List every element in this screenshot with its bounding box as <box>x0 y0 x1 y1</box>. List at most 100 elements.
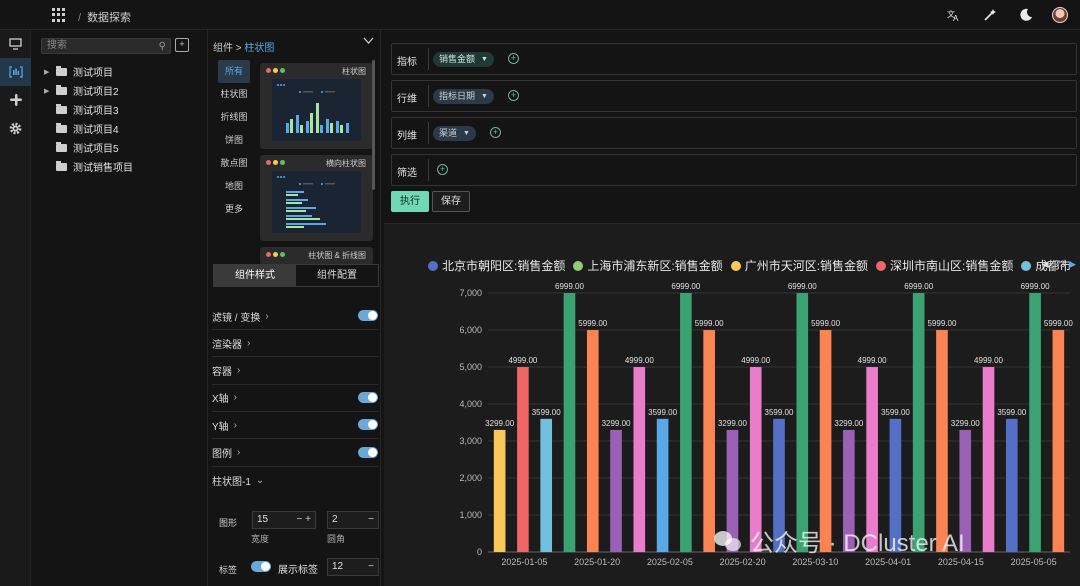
folder-add-icon[interactable]: + <box>175 38 189 52</box>
section-bar-series[interactable]: 柱状图-1 ⌄ <box>212 467 378 494</box>
legend-item[interactable]: 北京市朝阳区:销售金额 <box>428 257 565 274</box>
row-dimension-pill[interactable]: 指标日期 ▼ <box>433 89 494 104</box>
data-label: 4999.00 <box>741 356 770 365</box>
caret-right-icon[interactable]: ▶ <box>44 87 50 95</box>
x-tick-label: 2025-05-05 <box>1011 557 1057 567</box>
add-row-dimension-icon[interactable]: + <box>508 90 519 101</box>
tree-item[interactable]: 测试项目4 <box>44 119 133 138</box>
chevron-down-icon[interactable] <box>363 36 374 48</box>
section-toggle[interactable] <box>358 446 378 458</box>
chart-legend: 北京市朝阳区:销售金额 上海市浦东新区:销售金额 广州市天河区:销售金额 深圳市南山区… <box>428 257 1071 274</box>
chevron-right-icon: › <box>233 392 238 404</box>
show-label-toggle[interactable] <box>251 561 271 572</box>
add-col-dimension-icon[interactable]: + <box>490 127 501 138</box>
category-item[interactable]: 饼图 <box>224 135 243 145</box>
card-bar-line-chart[interactable]: 柱状图 & 折线图 <box>260 247 373 265</box>
stepper-minus-icon[interactable]: − <box>368 561 374 572</box>
col-dimension-pill[interactable]: 渠道 ▼ <box>433 126 476 141</box>
stepper-minus-icon[interactable]: − <box>368 514 374 525</box>
metric-label: 指标 <box>397 57 417 68</box>
data-label: 3599.00 <box>648 408 677 417</box>
tree-item[interactable]: ▶ 测试项目2 <box>44 81 133 100</box>
tab-component-style[interactable]: 组件样式 <box>214 265 296 286</box>
caret-right-icon[interactable]: ▶ <box>1069 259 1076 269</box>
stepper-minus-plus-icon[interactable]: − + <box>296 514 311 525</box>
data-label: 4999.00 <box>508 356 537 365</box>
col-dimension-row: 列维 渠道 ▼ + <box>391 117 1077 149</box>
legend-item[interactable]: 广州市天河区:销售金额 <box>730 257 868 274</box>
bar <box>703 330 715 552</box>
category-item[interactable]: 地图 <box>224 181 243 191</box>
scrollbar[interactable] <box>372 60 375 190</box>
bar <box>982 367 995 552</box>
magic-wand-icon[interactable] <box>980 5 1000 25</box>
bar <box>936 330 948 552</box>
data-label: 5999.00 <box>811 319 840 328</box>
legend-item[interactable]: 深圳市南山区:销售金额 <box>876 257 1013 274</box>
x-tick-label: 2025-03-10 <box>792 557 838 567</box>
legend-dot-icon <box>1021 260 1032 271</box>
search-icon: ⚲ <box>158 41 166 52</box>
tree-item[interactable]: 测试销售项目 <box>44 157 133 176</box>
gear-icon[interactable] <box>0 114 31 142</box>
tree-item[interactable]: 测试项目3 <box>44 100 133 119</box>
add-metric-icon[interactable]: + <box>508 53 519 64</box>
data-label: 3599.00 <box>997 408 1026 417</box>
data-label: 3299.00 <box>602 419 631 428</box>
section-label: X轴 <box>212 394 229 406</box>
save-button[interactable]: 保存 <box>432 191 470 212</box>
section-toggle[interactable] <box>358 419 378 431</box>
card-horizontal-bar-chart[interactable]: 横向柱状图 <box>260 155 373 241</box>
section-toggle[interactable] <box>358 391 378 403</box>
execute-button[interactable]: 执行 <box>391 191 429 212</box>
legend-label: 深圳市南山区:销售金额 <box>890 259 1014 273</box>
tab-component-config[interactable]: 组件配置 <box>317 270 357 281</box>
config-section[interactable]: 渲染器 › <box>212 330 378 358</box>
card-bar-chart[interactable]: 柱状图 <box>260 63 373 149</box>
bar <box>773 418 785 552</box>
section-toggle[interactable] <box>358 310 378 321</box>
project-tree-panel: 搜索 ⚲ + ▶ 测试项目 ▶ 测试项目2 测试项目3 测试项目4 测试项目5 测试销售项目 <box>32 30 208 586</box>
radius-stepper[interactable]: 2− <box>327 511 379 529</box>
category-item[interactable]: 更多 <box>224 204 243 214</box>
add-filter-icon[interactable]: + <box>437 164 448 175</box>
tree-item[interactable]: 测试项目5 <box>44 138 133 157</box>
caret-left-icon[interactable]: ◀ <box>1041 259 1049 269</box>
bar <box>586 330 599 552</box>
tree-item-label: 测试项目4 <box>73 125 119 136</box>
filter-label: 筛选 <box>397 168 417 179</box>
category-item[interactable]: 折线图 <box>220 112 248 122</box>
caret-right-icon[interactable]: ▶ <box>44 68 50 76</box>
data-label: 4999.00 <box>974 356 1003 365</box>
tree-item[interactable]: ▶ 测试项目 <box>44 62 133 81</box>
config-section[interactable]: 容器 › <box>212 358 378 385</box>
legend-item[interactable]: 成都市 <box>1021 257 1071 274</box>
slack-icon[interactable] <box>0 86 31 114</box>
tag-label: 标签 <box>219 565 238 575</box>
category-item[interactable]: 所有 <box>218 60 250 83</box>
config-section[interactable]: X轴 › <box>212 385 378 412</box>
legend-item[interactable]: 上海市浦东新区:销售金额 <box>573 257 723 274</box>
bar <box>633 367 646 552</box>
config-section[interactable]: 滤镜 / 变换 › <box>212 303 378 330</box>
metric-pill[interactable]: 销售金额 ▼ <box>433 52 494 67</box>
section-label: 柱状图-1 <box>212 477 251 488</box>
y-tick-label: 7,000 <box>459 288 482 298</box>
width-stepper[interactable]: 15 − + <box>252 511 316 529</box>
config-section[interactable]: Y轴 › <box>212 412 378 440</box>
wechat-logo-icon <box>714 529 744 553</box>
divider <box>428 85 429 107</box>
avatar[interactable] <box>1052 7 1068 23</box>
moon-icon[interactable] <box>1016 5 1036 25</box>
data-icon[interactable] <box>0 58 31 86</box>
apps-grid-icon[interactable] <box>52 8 66 22</box>
font-size-stepper[interactable]: 12 − <box>327 558 379 576</box>
monitor-icon[interactable] <box>0 30 31 58</box>
radius-value: 2 <box>332 514 338 525</box>
config-section[interactable]: 图例 › <box>212 440 378 467</box>
category-item[interactable]: 柱状图 <box>220 89 248 99</box>
search-input[interactable]: 搜索 ⚲ <box>41 38 171 54</box>
category-item[interactable]: 散点图 <box>220 158 248 168</box>
x-tick-label: 2025-04-01 <box>865 557 911 567</box>
